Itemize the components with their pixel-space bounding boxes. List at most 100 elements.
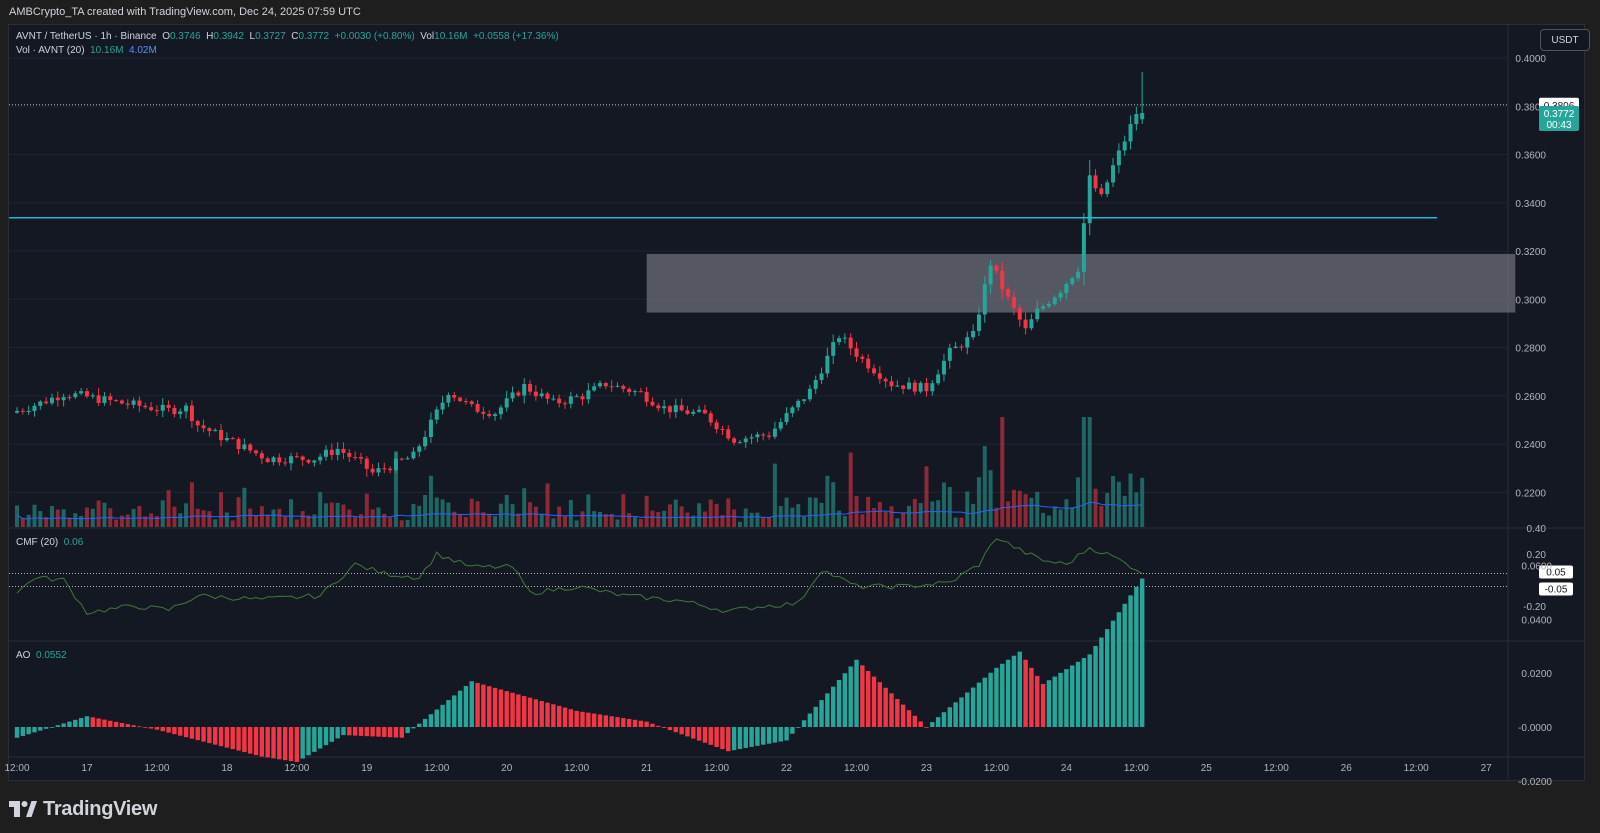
ao-bar: [160, 727, 165, 732]
cmf-legend: CMF (20) 0.06: [16, 537, 83, 548]
candle-body: [189, 405, 194, 422]
time-tick-label: 12:00: [844, 763, 869, 774]
candle-body: [1029, 319, 1034, 329]
volume-bar: [166, 490, 171, 527]
ao-bar: [621, 718, 626, 727]
candle-body: [924, 382, 929, 392]
candle-body: [516, 392, 521, 396]
candle-body: [1023, 319, 1028, 329]
ao-bar: [854, 659, 859, 727]
ao-bar: [38, 727, 43, 731]
candle-body: [283, 462, 288, 464]
legend-symbol: AVNT / TetherUS · 1h · Binance: [16, 31, 157, 42]
candle-body: [143, 405, 148, 408]
ao-bar: [282, 727, 288, 761]
volume-bar: [1006, 501, 1011, 527]
candle-body: [1116, 150, 1121, 166]
ao-bar: [632, 719, 638, 727]
cmf-marker-lower: -0.05: [1545, 585, 1568, 596]
time-tick-label: 12:00: [4, 763, 29, 774]
volume-bar: [294, 519, 299, 527]
ao-bar: [947, 707, 952, 727]
candle-body: [277, 457, 282, 463]
candle-body: [691, 411, 696, 414]
candle-body: [732, 438, 737, 443]
volume-bar: [49, 506, 54, 527]
candle-body: [749, 437, 754, 439]
volume-bar: [79, 515, 84, 527]
ao-legend: AO 0.0552: [16, 650, 67, 661]
candle-body: [172, 407, 177, 415]
time-tick-label: 22: [781, 763, 793, 774]
legend-vol-label: Vol: [420, 31, 435, 42]
ao-bar: [61, 723, 66, 727]
ao-bar: [1029, 667, 1034, 727]
volume-bar: [592, 511, 597, 527]
candle-body: [393, 458, 398, 471]
volume-bar: [877, 502, 882, 527]
ao-bar: [988, 672, 993, 727]
candle-body: [388, 468, 393, 471]
candle-body: [493, 414, 498, 417]
ao-bar: [440, 704, 445, 727]
candle-body: [603, 383, 608, 387]
volume-bar: [90, 508, 95, 527]
cmf-tick-label: -0.20: [1523, 602, 1546, 613]
ao-bar: [399, 727, 404, 738]
volume-bar: [242, 487, 247, 527]
cmf-tick-label: 0.20: [1527, 550, 1547, 561]
ao-bar: [1011, 655, 1017, 727]
volume-bar: [271, 509, 276, 527]
candle-body: [382, 468, 387, 470]
ao-bar: [1058, 672, 1063, 727]
ao-bar: [213, 727, 218, 745]
candle-body: [872, 368, 877, 374]
ao-bar: [405, 727, 410, 734]
currency-button[interactable]: USDT: [1540, 29, 1590, 51]
candle-body: [702, 409, 707, 414]
ao-bar: [813, 706, 818, 727]
ao-bar: [941, 712, 947, 727]
ao-tick-label: 0.0400: [1521, 615, 1552, 626]
candle-body: [446, 394, 451, 403]
candle-body: [184, 405, 189, 412]
volume-bar: [207, 511, 212, 527]
volume-bar: [417, 505, 422, 527]
ao-bar: [842, 673, 848, 727]
volume-bar: [673, 499, 678, 527]
ao-bar: [708, 727, 713, 745]
ao-bar: [434, 709, 439, 727]
candle-body: [901, 385, 906, 389]
ao-bar: [895, 698, 900, 727]
volume-bar: [586, 494, 591, 527]
volume-bar: [1099, 505, 1104, 527]
candle-body: [1006, 289, 1011, 297]
volume-bar: [44, 517, 49, 527]
ao-bar: [422, 718, 428, 727]
footer-logo[interactable]: TradingView: [9, 798, 157, 820]
volume-bar: [1081, 417, 1086, 527]
candle-body: [1122, 141, 1127, 151]
candle-body: [644, 391, 649, 402]
candle-body: [114, 399, 119, 401]
ao-bar: [189, 727, 195, 739]
ao-bar: [1128, 595, 1133, 727]
volume-bar: [428, 475, 433, 527]
candle-body: [44, 401, 49, 404]
ao-bar: [277, 727, 282, 760]
ao-bar: [387, 727, 393, 738]
volume-bar: [848, 452, 853, 527]
candle-body: [131, 400, 136, 405]
ao-bar: [714, 727, 719, 747]
volume-bar: [230, 520, 235, 527]
volume-bar: [755, 512, 760, 527]
volume-bar: [481, 512, 486, 527]
cmf-tick-label: 0.40: [1527, 524, 1547, 535]
candle-body: [667, 406, 672, 413]
volume-bar: [405, 519, 410, 527]
ao-bar: [113, 721, 119, 727]
candle-body: [463, 401, 468, 403]
volume-bar: [965, 491, 970, 527]
candle-body: [837, 338, 842, 343]
